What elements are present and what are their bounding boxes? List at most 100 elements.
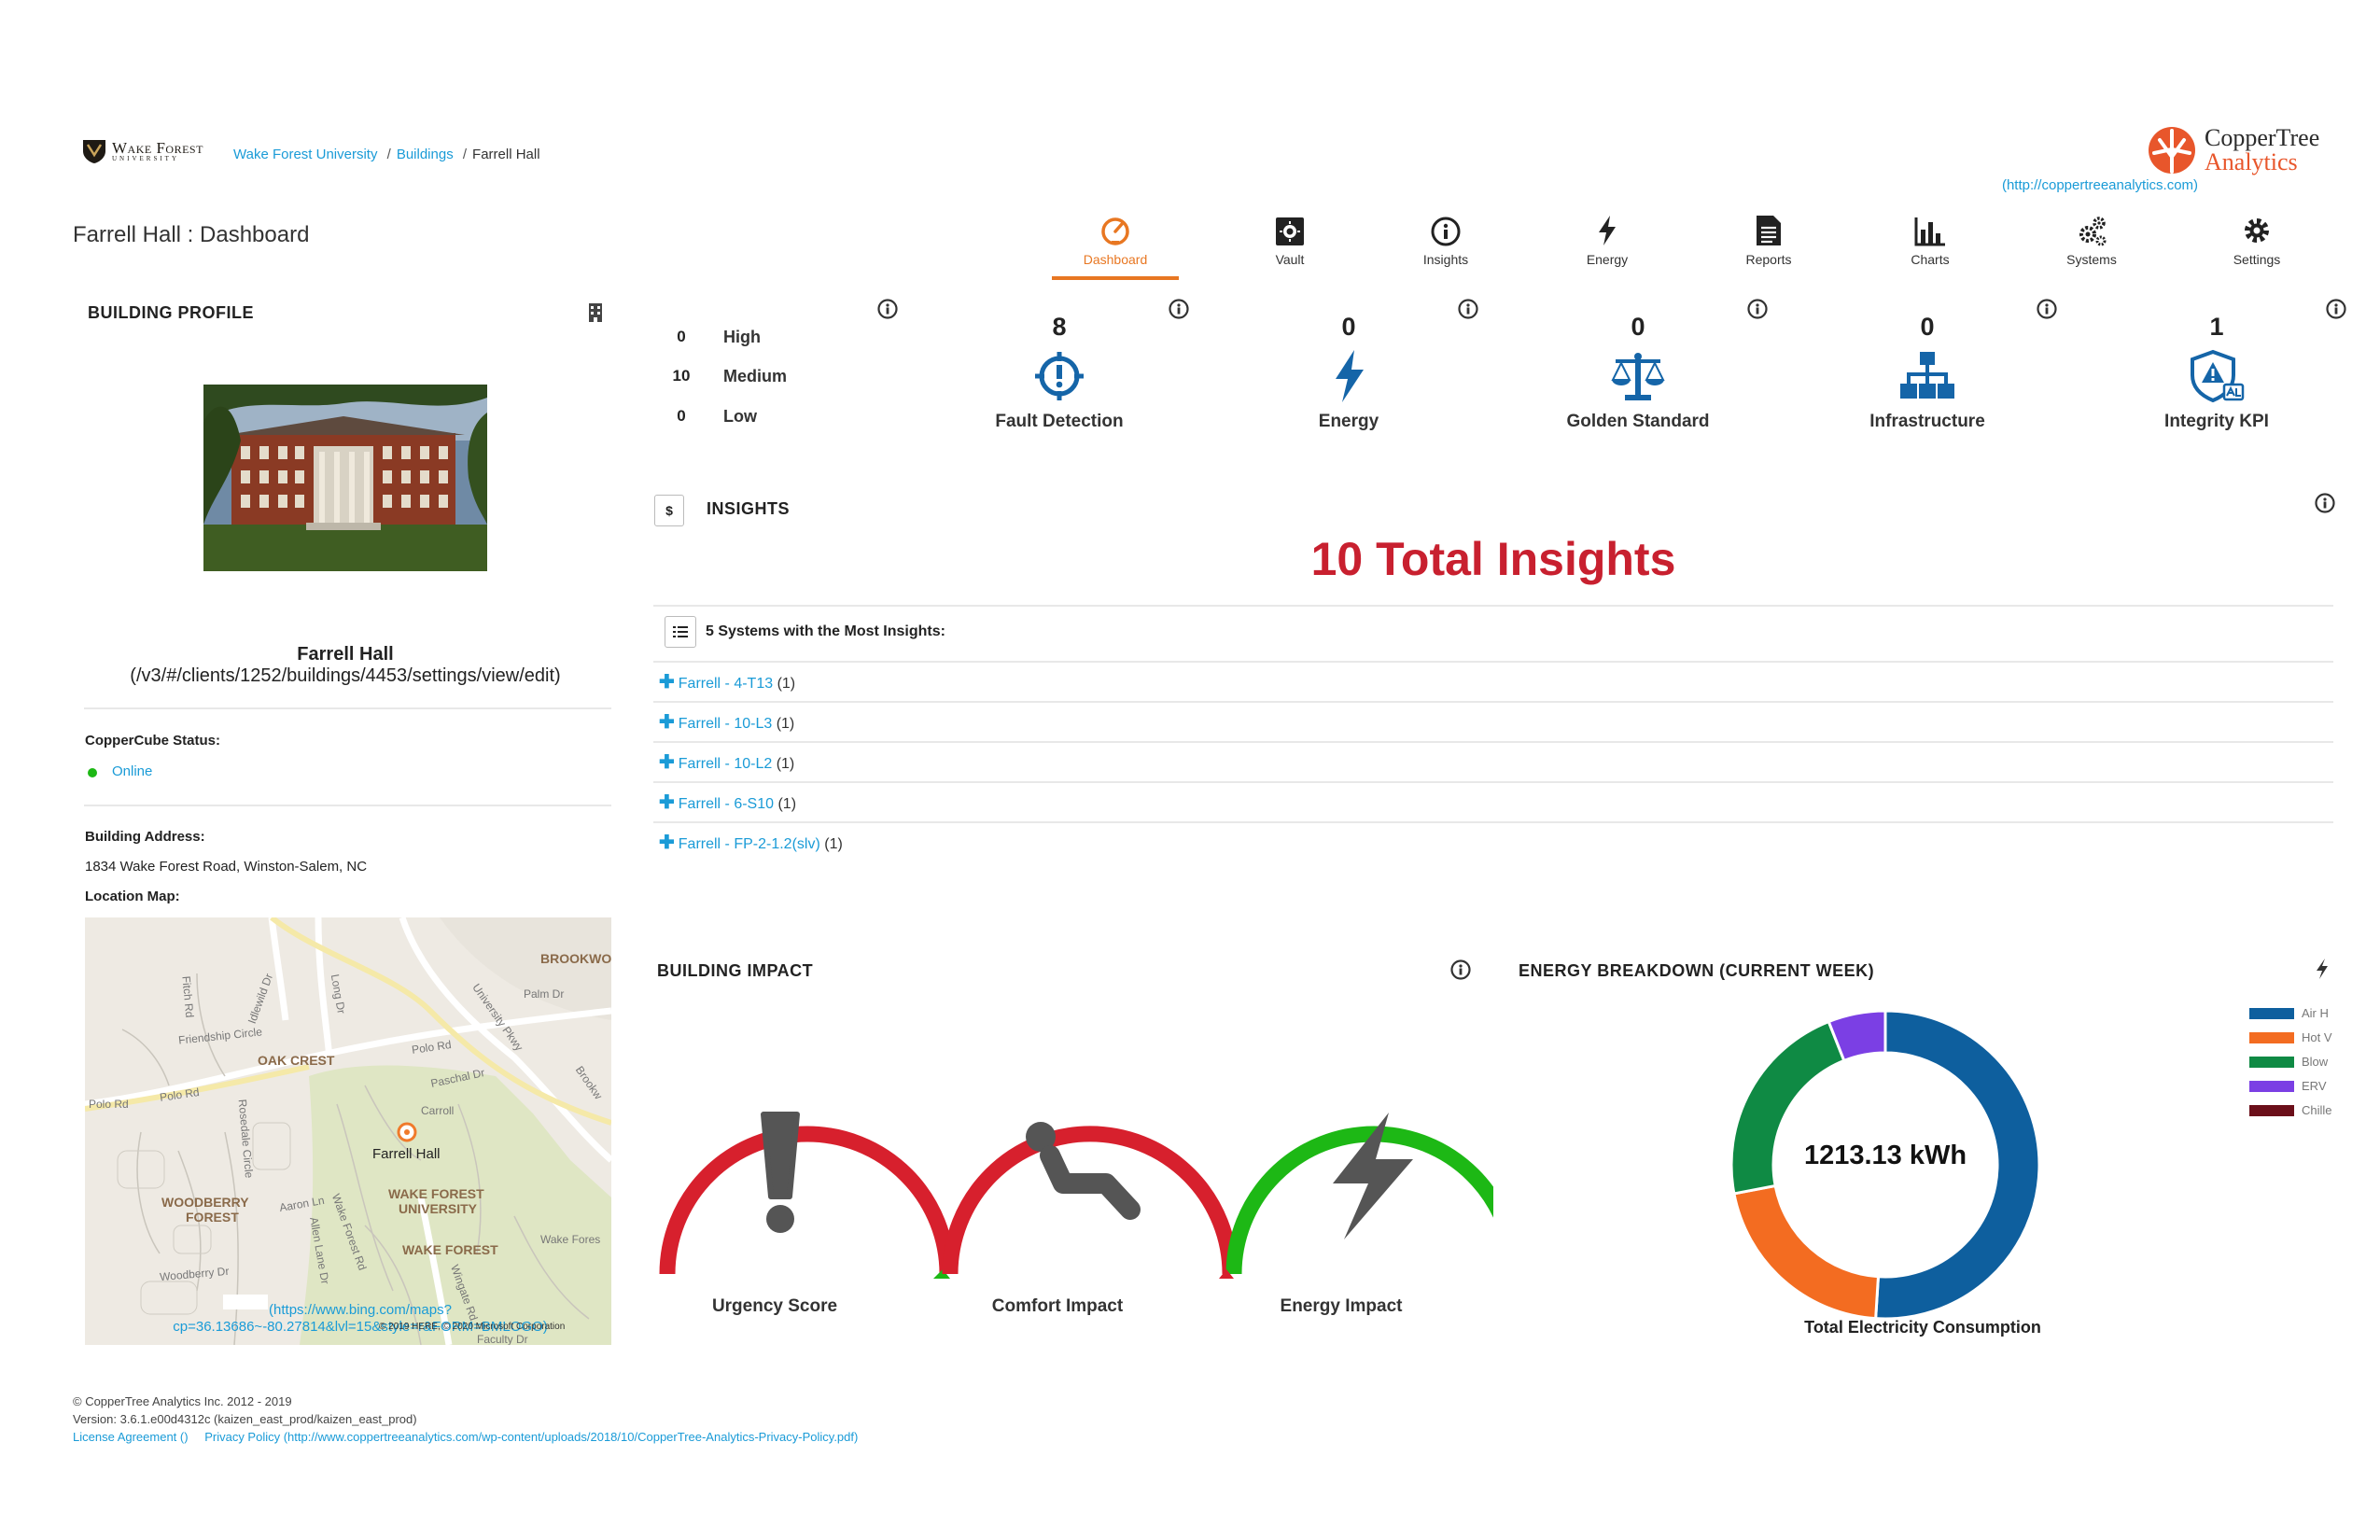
legend-item[interactable]: Chille [2249,1103,2332,1117]
nav-vault[interactable]: Vault [1239,207,1341,267]
info-icon[interactable] [877,299,898,319]
university-logo[interactable]: Wake Forest UNIVERSITY [82,138,203,164]
legend-item[interactable]: ERV [2249,1079,2327,1093]
low-label: Low [723,407,757,426]
donut-slice-air-h[interactable] [1874,1009,2041,1321]
system-name-link[interactable]: Farrell - 4-T13 [678,676,774,692]
category-golden-standard[interactable]: 0 Golden Standard [1540,313,1736,432]
location-map[interactable]: BROOKWO OAK CREST WOODBERRY FOREST WAKE … [85,917,611,1345]
system-row[interactable]: ✚ Farrell - 10-L3 (1) [659,710,794,734]
building-profile-title: BUILDING PROFILE [88,303,254,322]
energy-donut-chart[interactable] [1717,997,2053,1333]
nav-systems[interactable]: Systems [2040,207,2143,267]
privacy-policy-link[interactable]: Privacy Policy (http://www.coppertreeana… [204,1430,859,1444]
shield-logo-icon [83,140,105,163]
system-name-link[interactable]: Farrell - 10-L2 [678,756,773,772]
nav-settings[interactable]: Settings [2205,207,2308,267]
system-row[interactable]: ✚ Farrell - 6-S10 (1) [659,791,796,814]
legend-label: Chille [2302,1103,2332,1117]
university-logo-subtext: UNIVERSITY [112,155,179,162]
coppertree-logo[interactable]: CopperTree Analytics [2147,125,2319,175]
info-icon[interactable] [1458,299,1478,319]
nav-label: Energy [1586,252,1629,267]
category-count: 0 [1631,313,1645,341]
category-energy[interactable]: 0 Energy [1251,313,1447,432]
energy-legend: Air H Hot V Blow ERV Chille [2249,1006,2333,1137]
nav-energy[interactable]: Energy [1556,207,1659,267]
plus-icon: ✚ [659,752,675,773]
info-icon[interactable] [2326,299,2346,319]
coppertree-sphere-icon [2149,127,2195,174]
legend-swatch [2249,1056,2294,1068]
category-infrastructure[interactable]: 0 Infrastructure [1829,313,2025,432]
medium-label: Medium [723,367,788,385]
map-label-brookwood: BROOKWO [540,951,611,966]
footer: © CopperTree Analytics Inc. 2012 - 2019 … [73,1393,858,1446]
systems-list-toggle[interactable] [665,616,696,648]
info-icon[interactable] [2037,299,2057,319]
map-label-wfu-university: UNIVERSITY [399,1201,478,1216]
legend-item[interactable]: Air H [2249,1006,2329,1020]
brand-link[interactable]: (http://coppertreeanalytics.com) [2001,177,2199,193]
high-label: High [723,328,761,346]
low-count: 0 [677,407,686,425]
divider [84,805,611,806]
building-icon[interactable] [588,302,603,328]
nav-label: Vault [1275,252,1305,267]
comfort-impact-label: Comfort Impact [991,1296,1124,1316]
page-title: Farrell Hall : Dashboard [73,222,310,247]
nav-label: Insights [1422,252,1469,267]
legend-item[interactable]: Hot V [2249,1030,2332,1044]
nav-insights[interactable]: Insights [1394,207,1497,267]
online-status-dot [88,768,97,777]
high-count: 0 [677,328,686,345]
brand-name-bottom: Analytics [2205,148,2298,175]
map-label-woodberry: WOODBERRY [161,1195,249,1210]
system-name-link[interactable]: Farrell - FP-2-1.2(slv) [678,836,820,852]
map-label-road: Palm Dr [524,987,565,1001]
divider [653,741,2333,743]
system-name-link[interactable]: Farrell - 6-S10 [678,796,775,812]
cogs-icon [2040,207,2143,246]
nav-reports[interactable]: Reports [1717,207,1820,267]
nav-dashboard[interactable]: Dashboard [1064,207,1167,267]
bing-map-link[interactable]: (https://www.bing.com/maps? cp=36.13686~… [141,1302,580,1336]
breadcrumb-buildings[interactable]: Buildings [396,147,454,162]
breadcrumb-university[interactable]: Wake Forest University [233,147,378,162]
building-settings-link[interactable]: (/v3/#/clients/1252/buildings/4453/setti… [130,665,561,686]
plus-icon: ✚ [659,792,675,813]
info-icon[interactable] [2315,493,2335,513]
system-name-link[interactable]: Farrell - 10-L3 [678,716,773,732]
info-icon[interactable] [1747,299,1768,319]
license-agreement-link[interactable]: License Agreement () [73,1430,189,1444]
shield-alert-icon [2119,346,2315,406]
category-fault-detection[interactable]: 8 Fault Detection [961,313,1157,432]
info-icon[interactable] [1169,299,1189,319]
footer-version: Version: 3.6.1.e00d4312c (kaizen_east_pr… [73,1412,417,1426]
nav-charts[interactable]: Charts [1879,207,1981,267]
lightning-icon[interactable] [2315,958,2330,985]
system-row[interactable]: ✚ Farrell - FP-2-1.2(slv) (1) [659,831,843,854]
divider [653,821,2333,823]
crosshair-alert-icon [961,346,1157,406]
vault-icon [1239,207,1341,246]
donut-slice-erv[interactable] [1827,1009,1887,1063]
category-count: 8 [1052,313,1067,341]
urgency-gauge-arc [659,1126,956,1275]
info-icon[interactable] [1450,959,1471,980]
system-row[interactable]: ✚ Farrell - 10-L2 (1) [659,750,794,774]
system-row[interactable]: ✚ Farrell - 4-T13 (1) [659,670,795,693]
map-label-farrell-hall: Farrell Hall [372,1146,441,1162]
divider [84,707,611,709]
insights-badge: $ [654,495,684,526]
map-label-road: Carroll [421,1104,455,1117]
category-count: 0 [1341,313,1356,341]
legend-swatch [2249,1007,2294,1019]
university-logo-text: Wake Forest [112,139,203,157]
divider [653,701,2333,703]
legend-item[interactable]: Blow [2249,1055,2328,1069]
donut-slice-hot-v[interactable] [1732,1183,1881,1321]
donut-center-value: 1213.13 kWh [1803,1141,1967,1170]
category-integrity-kpi[interactable]: 1 Integrity KPI [2119,313,2315,432]
system-count: (1) [776,756,795,772]
